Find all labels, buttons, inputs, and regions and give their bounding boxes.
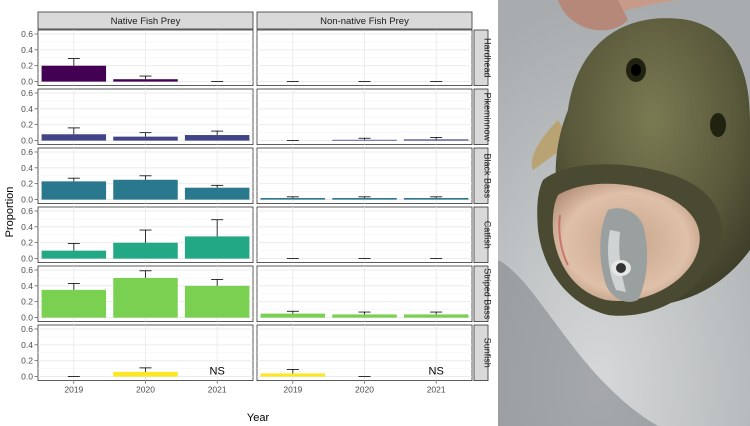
bar xyxy=(403,139,469,141)
column-strip: Non-native Fish Prey xyxy=(256,11,473,30)
x-tick-label: 2021 xyxy=(427,385,446,395)
row-strip-label: Catfish xyxy=(483,221,493,249)
row-strip-label: Striped Bass xyxy=(483,268,493,320)
facet-panel xyxy=(37,265,254,322)
column-strip: Native Fish Prey xyxy=(37,11,254,30)
bar xyxy=(332,314,397,318)
bar xyxy=(41,289,107,318)
y-tick-label: 0.0 xyxy=(21,254,33,264)
y-tick-label: 0.2 xyxy=(21,61,33,71)
bar xyxy=(113,136,178,141)
y-tick-label: 0.0 xyxy=(21,195,33,205)
y-tick-label: 0.0 xyxy=(21,372,33,382)
x-tick-label: 2020 xyxy=(136,385,155,395)
y-tick-label: 0.4 xyxy=(21,163,33,173)
facet-panel xyxy=(37,88,254,145)
x-tick-label: 2021 xyxy=(208,385,227,395)
bar xyxy=(113,179,178,200)
y-tick-label: 0.4 xyxy=(21,45,33,55)
row-strip: Catfish xyxy=(473,206,493,263)
y-tick-label: 0.6 xyxy=(21,324,33,334)
y-tick-label: 0.2 xyxy=(21,297,33,307)
facet-panel xyxy=(37,29,254,86)
facet-panel xyxy=(256,265,473,322)
bar xyxy=(41,250,107,259)
bar xyxy=(113,371,178,377)
bar xyxy=(184,236,250,259)
y-tick-label: 0.0 xyxy=(21,77,33,87)
faceted-bar-chart: Proportion Year Native Fish Prey Non-nati… xyxy=(4,11,493,424)
bar xyxy=(403,314,469,318)
y-tick-label: 0.4 xyxy=(21,281,33,291)
x-tick-label: 2020 xyxy=(355,385,374,395)
bar xyxy=(260,313,326,318)
y-tick-label: 0.4 xyxy=(21,340,33,350)
bar xyxy=(113,277,178,318)
bar xyxy=(113,79,178,82)
bar xyxy=(41,134,107,141)
y-tick-label: 0.2 xyxy=(21,356,33,366)
bar xyxy=(184,135,250,141)
bar xyxy=(113,242,178,259)
y-tick-label: 0.6 xyxy=(21,29,33,39)
not-sampled-label: NS xyxy=(210,366,225,378)
facet-panel: NS xyxy=(37,324,254,381)
row-strip-label: Sunfish xyxy=(483,338,493,368)
facet-panel xyxy=(256,29,473,86)
y-tick-label: 0.4 xyxy=(21,104,33,114)
bar xyxy=(41,65,107,82)
not-sampled-label: NS xyxy=(429,366,444,378)
y-tick-label: 0.0 xyxy=(21,313,33,323)
row-strip-label: Black Bass xyxy=(483,154,493,199)
y-axis-title: Proportion xyxy=(4,187,16,238)
bar xyxy=(332,139,397,141)
column-strip-label: Non-native Fish Prey xyxy=(320,16,409,27)
y-tick-label: 0.6 xyxy=(21,147,33,157)
y-tick-label: 0.2 xyxy=(21,120,33,130)
y-tick-label: 0.6 xyxy=(21,88,33,98)
facet-panel xyxy=(37,147,254,204)
column-strip-label: Native Fish Prey xyxy=(111,16,181,27)
bar xyxy=(260,373,326,377)
y-tick-label: 0.0 xyxy=(21,136,33,146)
fish-photo xyxy=(498,0,750,426)
bar xyxy=(260,198,326,200)
facet-grid: Native Fish Prey Non-native Fish Prey Hard… xyxy=(21,11,493,395)
y-tick-label: 0.2 xyxy=(21,179,33,189)
facet-panel xyxy=(37,206,254,263)
facet-panel xyxy=(256,147,473,204)
bar xyxy=(403,198,469,200)
facet-panel: NS xyxy=(256,324,473,381)
row-strip-label: Pikeminnow xyxy=(483,93,493,142)
y-tick-label: 0.6 xyxy=(21,206,33,216)
y-tick-label: 0.6 xyxy=(21,265,33,275)
bar xyxy=(184,187,250,200)
y-tick-label: 0.4 xyxy=(21,222,33,232)
facet-panel xyxy=(256,88,473,145)
facet-panel xyxy=(256,206,473,263)
row-strip-label: Hardhead xyxy=(483,38,493,78)
x-tick-label: 2019 xyxy=(283,385,302,395)
x-axis-title: Year xyxy=(247,412,270,424)
row-strip: Sunfish xyxy=(473,324,493,381)
bar xyxy=(41,181,107,200)
bar xyxy=(184,285,250,318)
y-tick-label: 0.2 xyxy=(21,238,33,248)
row-strip: Pikeminnow xyxy=(473,88,493,145)
x-tick-label: 2019 xyxy=(64,385,83,395)
row-strip: Black Bass xyxy=(473,147,493,204)
row-strip: Hardhead xyxy=(473,29,493,86)
row-strip: Striped Bass xyxy=(473,265,493,322)
bar xyxy=(332,198,397,200)
